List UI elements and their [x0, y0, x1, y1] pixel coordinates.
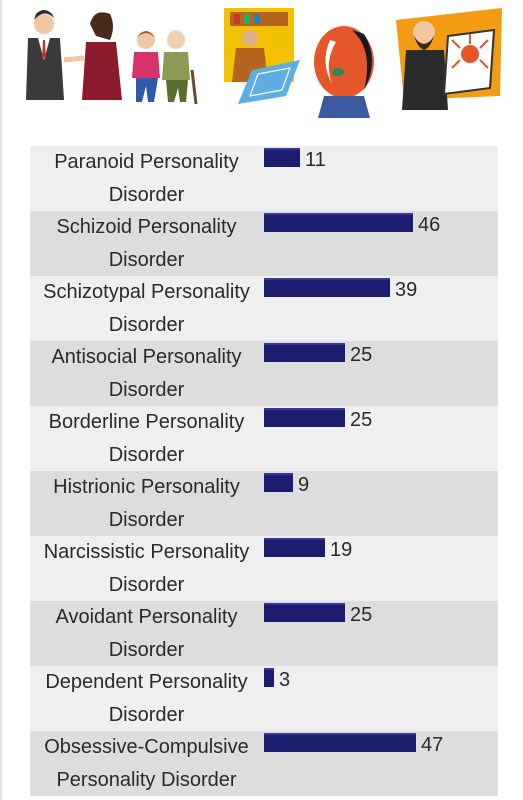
bar — [264, 278, 390, 297]
category-label: Histrionic Personality Disorder — [30, 471, 263, 536]
cartoon-banner — [24, 0, 504, 118]
category-label-line: Antisocial Personality — [51, 346, 242, 368]
category-label-line: Avoidant Personality — [55, 606, 238, 628]
chart-row: Antisocial Personality Disorder 25 — [30, 341, 498, 406]
value-label: 25 — [350, 409, 373, 431]
personality-disorder-bar-chart: Paranoid Personality Disorder 11 Schizoid P… — [30, 146, 498, 796]
category-label-line: Histrionic Personality — [53, 476, 240, 498]
value-label: 3 — [279, 669, 291, 691]
bar — [264, 603, 345, 622]
category-label-line: Obsessive-Compulsive — [44, 736, 249, 758]
artist-easel-icon — [396, 8, 502, 110]
category-label-line: Disorder — [108, 248, 185, 271]
chart-row: Borderline Personality Disorder 25 — [30, 406, 498, 471]
bar — [264, 343, 345, 362]
value-label: 25 — [350, 604, 373, 626]
category-label-line: Disorder — [108, 183, 185, 206]
category-label-line: Disorder — [108, 508, 185, 531]
chart-row: Dependent Personality Disorder 3 — [30, 666, 498, 731]
category-label: Borderline Personality Disorder — [30, 406, 263, 471]
chart-row: Obsessive-Compulsive Personality Disorder… — [30, 731, 498, 796]
category-label: Schizotypal Personality Disorder — [30, 276, 263, 341]
bar — [264, 473, 293, 492]
category-label-line: Disorder — [108, 443, 185, 466]
chart-row: Schizoid Personality Disorder 46 — [30, 211, 498, 276]
left-edge-rule — [0, 0, 2, 800]
value-label: 9 — [298, 474, 310, 496]
value-label: 25 — [350, 344, 373, 366]
value-label: 19 — [330, 539, 353, 561]
category-label: Narcissistic Personality Disorder — [30, 536, 263, 601]
category-label-line: Disorder — [108, 378, 185, 401]
value-label: 11 — [305, 149, 326, 171]
category-label-line: Disorder — [108, 573, 185, 596]
category-label-line: Narcissistic Personality — [43, 541, 250, 563]
value-label: 47 — [421, 734, 444, 756]
category-label: Paranoid Personality Disorder — [30, 146, 263, 211]
bar — [264, 148, 300, 167]
category-label-line: Disorder — [108, 638, 185, 661]
category-label-line: Schizotypal Personality — [43, 281, 250, 303]
category-label-line: Schizoid Personality — [56, 216, 237, 238]
value-label: 39 — [395, 279, 418, 301]
elderly-pair-icon — [132, 30, 198, 105]
bar — [264, 538, 325, 557]
face-profile-icon — [314, 26, 374, 118]
category-label-line: Disorder — [108, 313, 185, 336]
bar — [264, 213, 413, 232]
bar — [264, 668, 274, 687]
chart-row: Schizotypal Personality Disorder 39 — [30, 276, 498, 341]
chart-row: Avoidant Personality Disorder 25 — [30, 601, 498, 666]
figure-with-blueprint-icon — [224, 8, 300, 104]
bar — [264, 733, 416, 752]
category-label: Avoidant Personality Disorder — [30, 601, 263, 666]
category-label: Antisocial Personality Disorder — [30, 341, 263, 406]
category-label-line: Borderline Personality — [48, 411, 245, 433]
couple-talking-icon — [26, 10, 122, 100]
category-label: Schizoid Personality Disorder — [30, 211, 263, 276]
chart-row: Paranoid Personality Disorder 11 — [30, 146, 498, 211]
category-label-line: Disorder — [108, 703, 185, 726]
bar — [264, 408, 345, 427]
category-label-line: Paranoid Personality — [54, 151, 239, 173]
category-label-line: Dependent Personality — [45, 671, 248, 693]
category-label-line: Personality Disorder — [56, 768, 237, 791]
chart-row: Narcissistic Personality Disorder 19 — [30, 536, 498, 601]
category-label: Obsessive-Compulsive Personality Disorder — [30, 731, 263, 796]
category-label: Dependent Personality Disorder — [30, 666, 263, 731]
chart-row: Histrionic Personality Disorder 9 — [30, 471, 498, 536]
value-label: 46 — [418, 214, 441, 236]
